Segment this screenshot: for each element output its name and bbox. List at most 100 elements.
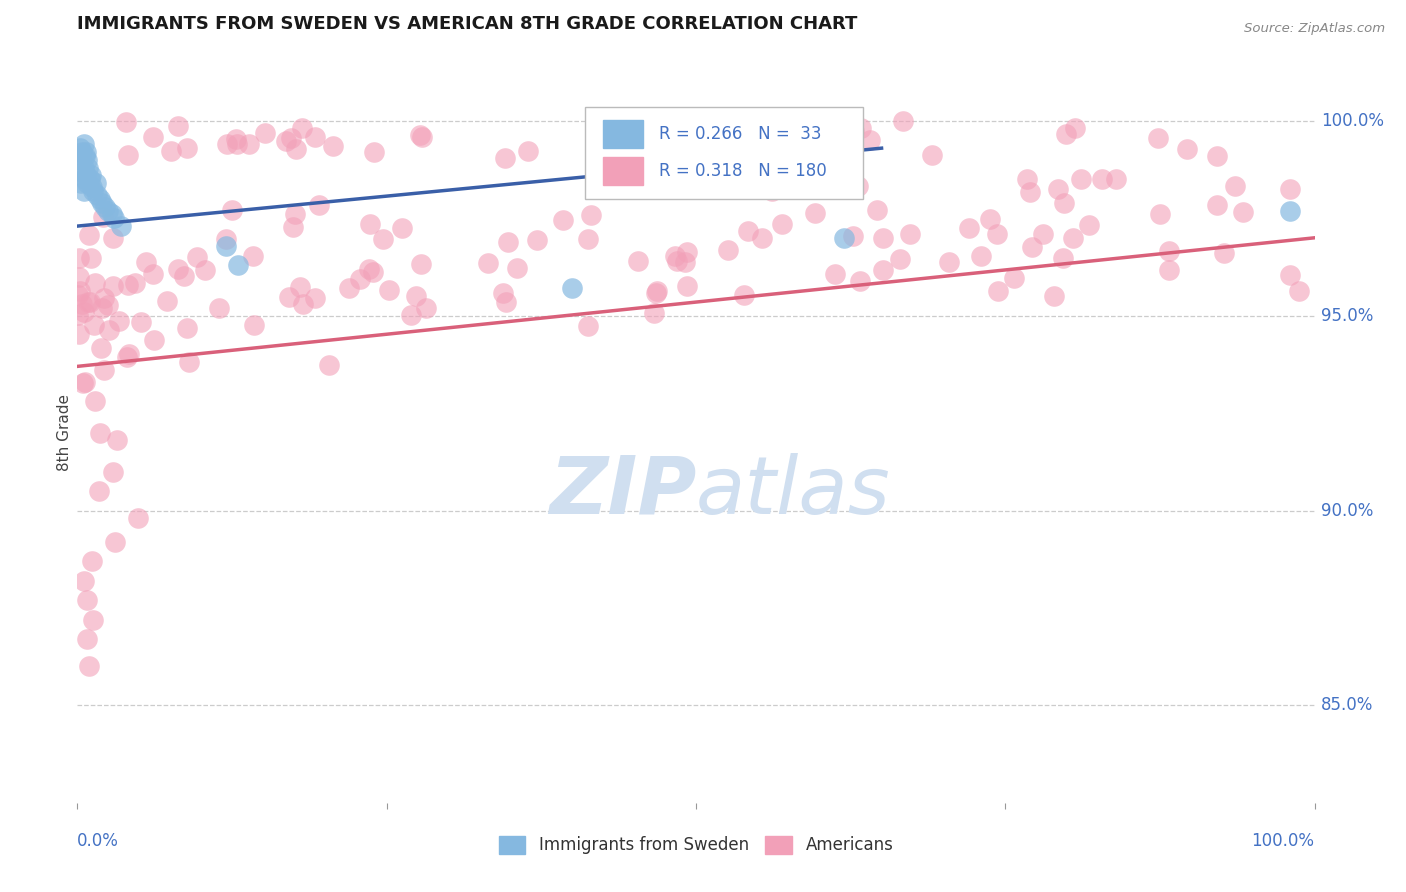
Point <box>80 169 103 183</box>
Point <box>72 164 94 178</box>
Point <box>872 230 894 244</box>
Point <box>72 297 94 311</box>
Point <box>361 265 384 279</box>
Text: 85.0%: 85.0% <box>1320 697 1374 714</box>
Point <box>391 220 413 235</box>
Point <box>280 131 302 145</box>
Point <box>254 127 277 141</box>
Point <box>804 205 827 219</box>
Point <box>1225 179 1247 194</box>
Point <box>308 197 330 211</box>
Point <box>1002 270 1025 285</box>
Point <box>176 141 198 155</box>
Point <box>1070 172 1092 186</box>
Point <box>142 129 165 144</box>
Point <box>186 250 208 264</box>
Point <box>889 252 911 266</box>
Point <box>284 207 307 221</box>
Point <box>225 132 247 146</box>
Point <box>76 153 98 167</box>
Point <box>101 207 124 221</box>
Point <box>304 291 326 305</box>
Point <box>818 172 841 186</box>
Point <box>82 613 104 627</box>
Point <box>75 169 97 183</box>
Point <box>1015 172 1038 186</box>
Point <box>67 270 90 285</box>
Point <box>117 148 139 162</box>
Point <box>770 217 793 231</box>
Point <box>72 161 94 175</box>
Point <box>285 143 308 157</box>
Point <box>987 285 1010 299</box>
Point <box>1043 288 1066 302</box>
Point <box>849 120 872 135</box>
Text: Source: ZipAtlas.com: Source: ZipAtlas.com <box>1244 22 1385 36</box>
Point <box>970 249 993 263</box>
Point <box>97 322 120 336</box>
Point <box>676 279 699 293</box>
Point <box>215 136 238 151</box>
Point <box>304 130 326 145</box>
Text: 95.0%: 95.0% <box>1320 307 1374 325</box>
Point <box>238 136 260 151</box>
Point <box>129 315 152 329</box>
Point <box>363 145 385 159</box>
Point <box>824 267 846 281</box>
Text: ZIP: ZIP <box>548 453 696 531</box>
Point <box>93 200 115 214</box>
Point <box>561 281 583 295</box>
Point <box>378 283 401 297</box>
Point <box>318 358 340 372</box>
Point <box>73 305 96 319</box>
Point <box>77 161 100 175</box>
Point <box>276 134 298 148</box>
Point <box>84 276 107 290</box>
Point <box>576 232 599 246</box>
Point <box>1046 182 1069 196</box>
Point <box>108 314 131 328</box>
Point <box>1052 252 1074 266</box>
Point <box>717 243 740 257</box>
Point <box>664 250 686 264</box>
Point <box>124 277 146 291</box>
Point <box>91 195 114 210</box>
Point <box>477 255 499 269</box>
Point <box>90 341 112 355</box>
Point <box>666 254 689 268</box>
Point <box>118 347 141 361</box>
Point <box>75 145 97 159</box>
Point <box>496 235 519 249</box>
Text: atlas: atlas <box>696 453 891 531</box>
Point <box>80 251 103 265</box>
Point <box>283 219 305 234</box>
Point <box>849 275 872 289</box>
Point <box>526 233 548 247</box>
Point <box>1279 182 1302 196</box>
Point <box>72 574 94 588</box>
Point <box>579 208 602 222</box>
Point <box>359 217 381 231</box>
Point <box>322 139 344 153</box>
Point <box>127 511 149 525</box>
Point <box>1053 196 1076 211</box>
Point <box>1054 128 1077 142</box>
Point <box>737 224 759 238</box>
Point <box>214 232 236 246</box>
Point <box>79 295 101 310</box>
Point <box>76 593 98 607</box>
Point <box>1232 205 1254 219</box>
Text: 0.0%: 0.0% <box>77 832 120 850</box>
Point <box>957 221 980 235</box>
Point <box>82 184 104 198</box>
Point <box>221 203 243 218</box>
Point <box>921 147 943 161</box>
Point <box>1078 218 1101 232</box>
Point <box>208 301 231 316</box>
Point <box>551 212 574 227</box>
Point <box>156 294 179 309</box>
Point <box>644 286 666 301</box>
Point <box>97 203 120 218</box>
Bar <box>603 157 643 186</box>
Point <box>76 176 98 190</box>
